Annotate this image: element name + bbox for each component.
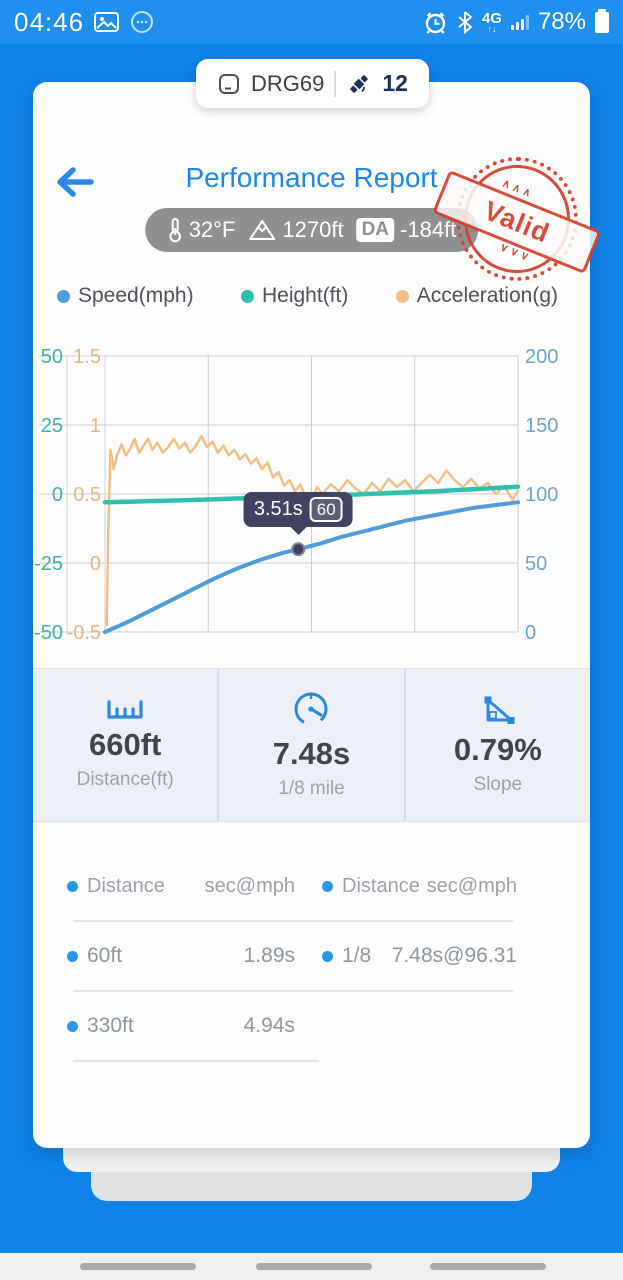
table-divider-half [73,1060,319,1062]
svg-text:50: 50 [41,346,63,368]
svg-text:-25: -25 [34,553,63,575]
tooltip-value-badge: 60 [309,497,343,523]
stat-eighth-mile-value: 7.48s [272,736,351,771]
svg-text:0: 0 [52,484,63,506]
svg-text:0: 0 [525,622,536,644]
acceleration-dot-icon [395,289,409,303]
results-table: Distance sec@mph Distance sec@mph 60ft 1… [67,852,519,1062]
svg-text:150: 150 [525,415,558,437]
run-count: 12 [382,70,408,96]
nav-home-button[interactable] [256,1263,372,1270]
svg-text:-50: -50 [34,622,63,644]
thermometer-icon [167,216,183,244]
da-chip: DA [356,218,395,242]
device-id: DRG69 [251,70,325,96]
nav-recent-button[interactable] [80,1263,196,1270]
table-row: 330ft 4.94s [67,992,519,1060]
navigation-bar [0,1253,623,1280]
row-60ft-label: 60ft [87,944,123,967]
legend-item-speed[interactable]: Speed(mph) [57,284,194,308]
conditions-pill: 32°F 1270ft DA -184ft [144,208,479,252]
row-60ft-value: 1.89s [243,944,295,967]
svg-text:-0.5: -0.5 [67,622,101,644]
table-divider [73,920,513,922]
svg-text:100: 100 [525,484,558,506]
nav-back-button[interactable] [430,1263,546,1270]
ruler-icon [105,699,145,721]
stat-slope: 0.79% Slope [403,669,590,821]
chart-legend: Speed(mph) Height(ft) Acceleration(g) [33,284,590,308]
device-icon [217,72,241,96]
stat-distance-value: 660ft [88,727,162,762]
tooltip-time: 3.51s [253,498,303,521]
status-bar: 04:46 4G ↑↓ 78% [0,0,623,44]
stats-strip: 660ft Distance(ft) 7.48s 1/8 mile 0.79% … [33,668,590,822]
svg-text:0.5: 0.5 [73,484,101,506]
network-4g-icon: 4G ↑↓ [481,9,502,34]
header-secmph-right: sec@mph [426,874,517,897]
stat-eighth-mile: 7.48s 1/8 mile [217,669,403,821]
stat-slope-value: 0.79% [453,732,542,767]
page-title: Performance Report [185,162,438,193]
speed-dot-icon [57,289,70,303]
alarm-icon [423,10,448,35]
row-eighth-value: 7.48s@96.31 [391,944,517,967]
chart-tooltip: 3.51s 60 [243,492,353,528]
performance-chart[interactable]: 50 25 0 -25 -50 1.5 1 0.5 0 -0.5 200 150 100 50 0 3.51… [33,332,590,650]
mountain-icon [248,218,276,242]
svg-text:1.5: 1.5 [73,346,101,368]
legend-item-acceleration[interactable]: Acceleration(g) [395,284,558,308]
temperature-value: 32°F [188,217,236,242]
table-row: 60ft 1.89s 1/8 7.48s@96.31 [67,922,519,990]
row-330ft-label: 330ft [87,1014,134,1037]
chart-canvas[interactable]: 50 25 0 -25 -50 1.5 1 0.5 0 -0.5 200 150 100 50 0 [33,332,590,650]
stat-eighth-mile-label: 1/8 mile [278,778,345,799]
back-button[interactable] [51,164,95,200]
bullet-icon [322,880,333,892]
svg-text:50: 50 [525,553,547,575]
altitude-value: 1270ft [282,217,344,242]
stat-slope-label: Slope [473,774,523,795]
card-stack-1 [63,1148,560,1172]
svg-text:200: 200 [525,346,558,368]
svg-text:25: 25 [41,415,63,437]
bullet-icon [67,950,78,962]
row-330ft-value: 4.94s [243,1014,295,1037]
svg-text:1: 1 [90,415,101,437]
satellite-icon [346,71,372,97]
height-dot-icon [240,289,254,303]
bluetooth-icon [457,10,473,34]
image-icon [93,10,120,34]
circle-badge-icon [129,9,155,35]
bullet-icon [322,950,333,962]
row-eighth-label: 1/8 [342,944,372,967]
header-distance-left: Distance [87,874,165,897]
header-secmph-left: sec@mph [204,874,295,897]
svg-text:0: 0 [90,553,101,575]
bullet-icon [67,880,78,892]
table-header-row: Distance sec@mph Distance sec@mph [67,852,519,920]
battery-icon [595,8,609,33]
speedometer-icon [290,690,332,730]
header-distance-right: Distance [342,874,420,897]
run-tab[interactable]: DRG69 12 [196,59,429,108]
stat-distance: 660ft Distance(ft) [33,669,217,821]
clock-time: 04:46 [14,6,85,37]
table-divider [73,990,513,992]
legend-item-height[interactable]: Height(ft) [240,284,348,308]
signal-icon [510,14,529,30]
stat-distance-label: Distance(ft) [76,769,174,790]
density-altitude-value: -184ft [400,217,457,242]
report-card: Performance Report 32°F 1270ft DA -184ft… [33,82,602,1148]
battery-percent: 78% [537,8,586,35]
tab-divider [334,70,337,97]
bullet-icon [67,1020,78,1032]
slope-icon [479,694,517,726]
